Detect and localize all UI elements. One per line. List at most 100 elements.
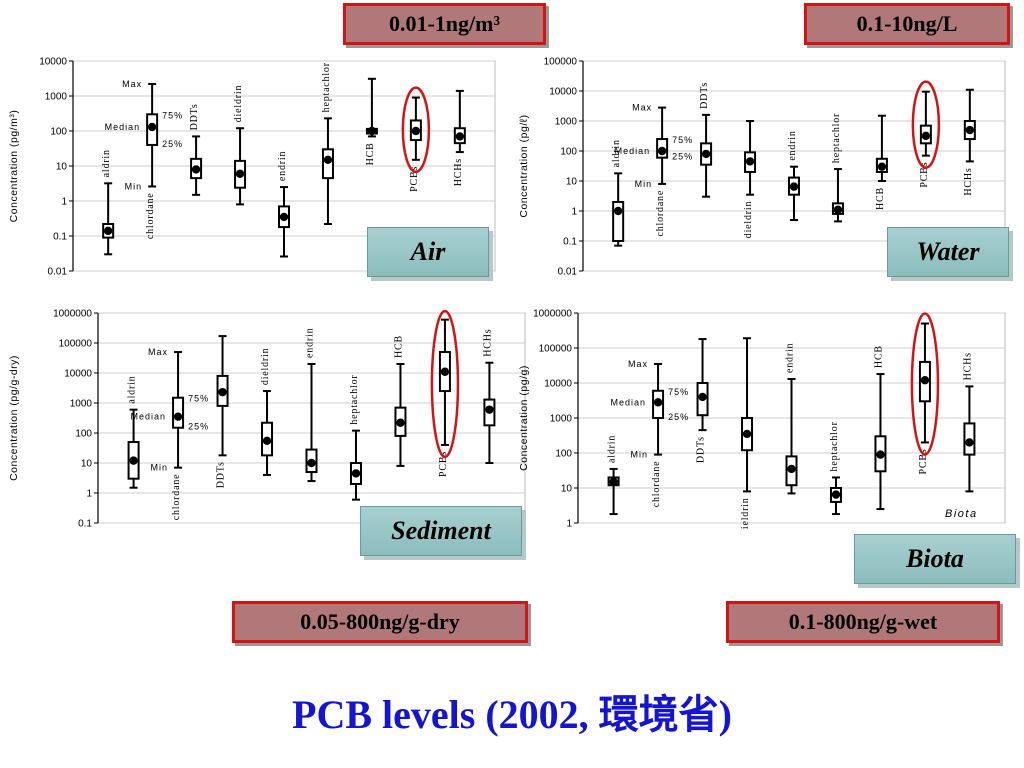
series-label: dieldrin bbox=[743, 201, 754, 239]
series-label: endrin bbox=[305, 328, 316, 358]
series-label: chlordane bbox=[171, 474, 182, 521]
y-axis-label: Concentration (pg/m³) bbox=[8, 110, 20, 223]
medium-text-biota: Biota bbox=[906, 544, 964, 573]
series-label: HCB bbox=[873, 345, 884, 368]
range-text-water: 0.1-10ng/L bbox=[856, 11, 958, 36]
slide-title: PCB levels (2002, 環境省) bbox=[292, 692, 732, 737]
series-label: heptachlor bbox=[829, 421, 840, 471]
medium-label-biota: Biota bbox=[854, 534, 1016, 584]
y-tick-label: 0.1 bbox=[53, 232, 67, 243]
median-marker bbox=[411, 126, 421, 136]
median-marker bbox=[235, 169, 245, 178]
series-label: HCHs bbox=[963, 167, 974, 195]
medium-text-air: Air bbox=[410, 237, 446, 266]
legend-median-label: Median bbox=[615, 146, 651, 156]
y-tick-label: 1 bbox=[86, 489, 92, 500]
median-marker bbox=[129, 456, 138, 465]
median-marker bbox=[833, 205, 843, 214]
legend-max-label: Max bbox=[148, 347, 168, 357]
medium-text-sediment: Sediment bbox=[391, 516, 491, 545]
median-marker bbox=[920, 376, 930, 385]
series-label: HCHs bbox=[482, 329, 493, 357]
median-marker bbox=[965, 438, 974, 447]
median-marker bbox=[876, 450, 885, 459]
series-label: DDTs bbox=[699, 82, 710, 109]
y-tick-label: 1000 bbox=[45, 92, 68, 103]
y-tick-label: 1000000 bbox=[53, 309, 92, 320]
highlight-ellipse bbox=[910, 312, 940, 456]
y-axis-label: Concentration (pg/g-dry) bbox=[8, 355, 20, 481]
range-label-air: 0.01-1ng/m³ bbox=[343, 3, 546, 45]
median-marker bbox=[965, 125, 975, 135]
median-marker bbox=[657, 146, 667, 156]
range-text-sediment: 0.05-800ng/g-dry bbox=[300, 609, 460, 634]
series-label: DDTs bbox=[696, 436, 707, 463]
series-label: DDTs bbox=[189, 103, 200, 130]
series-label: PCBs bbox=[438, 451, 449, 477]
series-label: dieldrin bbox=[260, 348, 271, 386]
series-label: HCB bbox=[393, 335, 404, 358]
series-label: aldrin bbox=[611, 139, 622, 167]
y-tick-label: 1 bbox=[566, 519, 572, 530]
y-tick-label: 10 bbox=[56, 162, 68, 173]
median-marker bbox=[103, 226, 113, 236]
median-marker bbox=[455, 132, 465, 141]
y-tick-label: 1 bbox=[571, 207, 577, 218]
legend-q1-label: 25% bbox=[188, 422, 209, 432]
series-label: PCBs bbox=[918, 448, 929, 474]
y-tick-label: 10 bbox=[566, 177, 578, 188]
y-tick-label: 100 bbox=[560, 147, 577, 158]
legend-median-label: Median bbox=[131, 412, 167, 422]
median-marker bbox=[613, 206, 623, 216]
median-marker bbox=[877, 162, 887, 171]
range-label-sediment: 0.05-800ng/g-dry bbox=[232, 601, 528, 643]
range-text-biota: 0.1-800ng/g-wet bbox=[788, 609, 938, 634]
y-tick-label: 10000 bbox=[549, 87, 577, 98]
series-label: HCB bbox=[875, 187, 886, 210]
legend-q1-label: 25% bbox=[162, 139, 183, 149]
medium-label-water: Water bbox=[887, 227, 1009, 277]
median-marker bbox=[367, 126, 377, 136]
series-label: HCHs bbox=[962, 352, 973, 380]
series-label: dieldrin bbox=[233, 85, 244, 123]
y-tick-label: 1 bbox=[61, 197, 67, 208]
inner-chart-label: Biota bbox=[945, 508, 978, 520]
median-marker bbox=[485, 405, 494, 414]
median-marker bbox=[173, 412, 183, 421]
y-tick-label: 10000 bbox=[39, 57, 67, 68]
median-marker bbox=[147, 122, 157, 132]
y-tick-label: 100 bbox=[555, 449, 572, 460]
y-tick-label: 100000 bbox=[539, 344, 573, 355]
median-marker bbox=[396, 418, 405, 427]
highlight-ellipse bbox=[430, 309, 460, 459]
median-marker bbox=[921, 131, 931, 141]
legend-min-label: Min bbox=[125, 181, 143, 191]
median-marker bbox=[440, 367, 450, 376]
range-label-water: 0.1-10ng/L bbox=[804, 3, 1010, 45]
y-tick-label: 100 bbox=[75, 429, 92, 440]
median-marker bbox=[701, 149, 711, 159]
y-axis-label: Concentration (pg/ℓ) bbox=[518, 114, 530, 217]
y-tick-label: 100000 bbox=[59, 339, 93, 350]
y-tick-label: 10 bbox=[561, 484, 573, 495]
y-tick-label: 0.1 bbox=[563, 237, 577, 248]
medium-label-air: Air bbox=[367, 227, 489, 277]
medium-label-sediment: Sediment bbox=[360, 506, 522, 556]
series-label: PCBs bbox=[919, 162, 930, 188]
series-label: aldrin bbox=[101, 149, 112, 177]
median-marker bbox=[787, 464, 796, 474]
legend-median-label: Median bbox=[105, 122, 141, 132]
chart-biota: 1 10 100 1000 10000 100000 1000000 Concentratio… bbox=[518, 309, 1006, 530]
series-label: heptachlor bbox=[321, 62, 332, 112]
y-tick-label: 0.1 bbox=[78, 519, 92, 530]
series-label: endrin bbox=[785, 343, 796, 373]
series-label: HCB bbox=[365, 142, 376, 165]
legend-max-label: Max bbox=[628, 359, 648, 369]
series-label: dieldrin bbox=[740, 497, 751, 530]
y-tick-label: 100000 bbox=[544, 57, 578, 68]
legend-q3-label: 75% bbox=[162, 110, 183, 120]
legend-q3-label: 75% bbox=[668, 387, 689, 397]
series-label: chlordane bbox=[655, 190, 666, 237]
y-tick-label: 1000 bbox=[555, 117, 578, 128]
medium-text-water: Water bbox=[916, 237, 980, 266]
